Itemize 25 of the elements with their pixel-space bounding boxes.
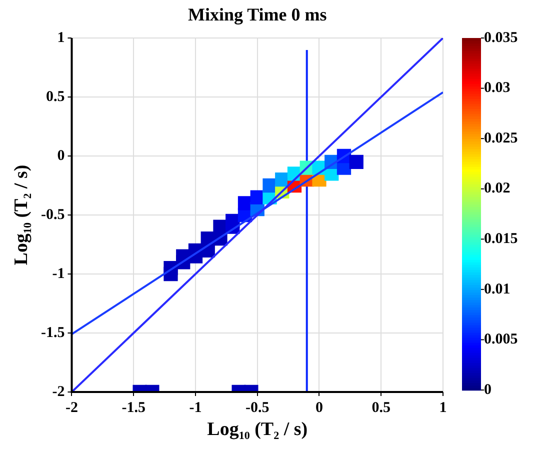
x-tick-label: -1 [189,400,202,416]
x-tick-label: 0.5 [372,400,390,416]
color-bar-label: 0.025 [484,130,518,146]
color-bar-label: 0.035 [484,30,518,46]
color-bar-label: 0.015 [484,231,518,248]
x-tick-label: -0.5 [246,400,270,416]
y-tick-label: 0.5 [46,88,65,105]
y-tick-label: 1 [57,30,65,46]
chart-title: Mixing Time 0 ms [188,4,327,25]
x-tick-label: -1.5 [122,400,146,416]
y-tick-label: 0 [57,148,65,164]
y-tick-label: -0.5 [40,206,65,223]
color-bar-label: 0.02 [484,180,510,197]
point [238,196,252,210]
y-tick-label: -2 [52,384,65,400]
x-tick-label: 1 [439,400,447,416]
y-tick-label: -1 [52,266,65,282]
x-tick-label: 0 [316,400,323,416]
color-bar-label: 0.01 [484,281,510,298]
color-bar-label: 0.03 [484,80,510,96]
y-axis-title: Log10 (T2 / s) [10,164,34,266]
color-bar-label: 0 [484,382,492,398]
color-bar-label: 0.005 [484,332,518,348]
y-tick-label: -1.5 [40,324,65,341]
point [349,154,364,169]
